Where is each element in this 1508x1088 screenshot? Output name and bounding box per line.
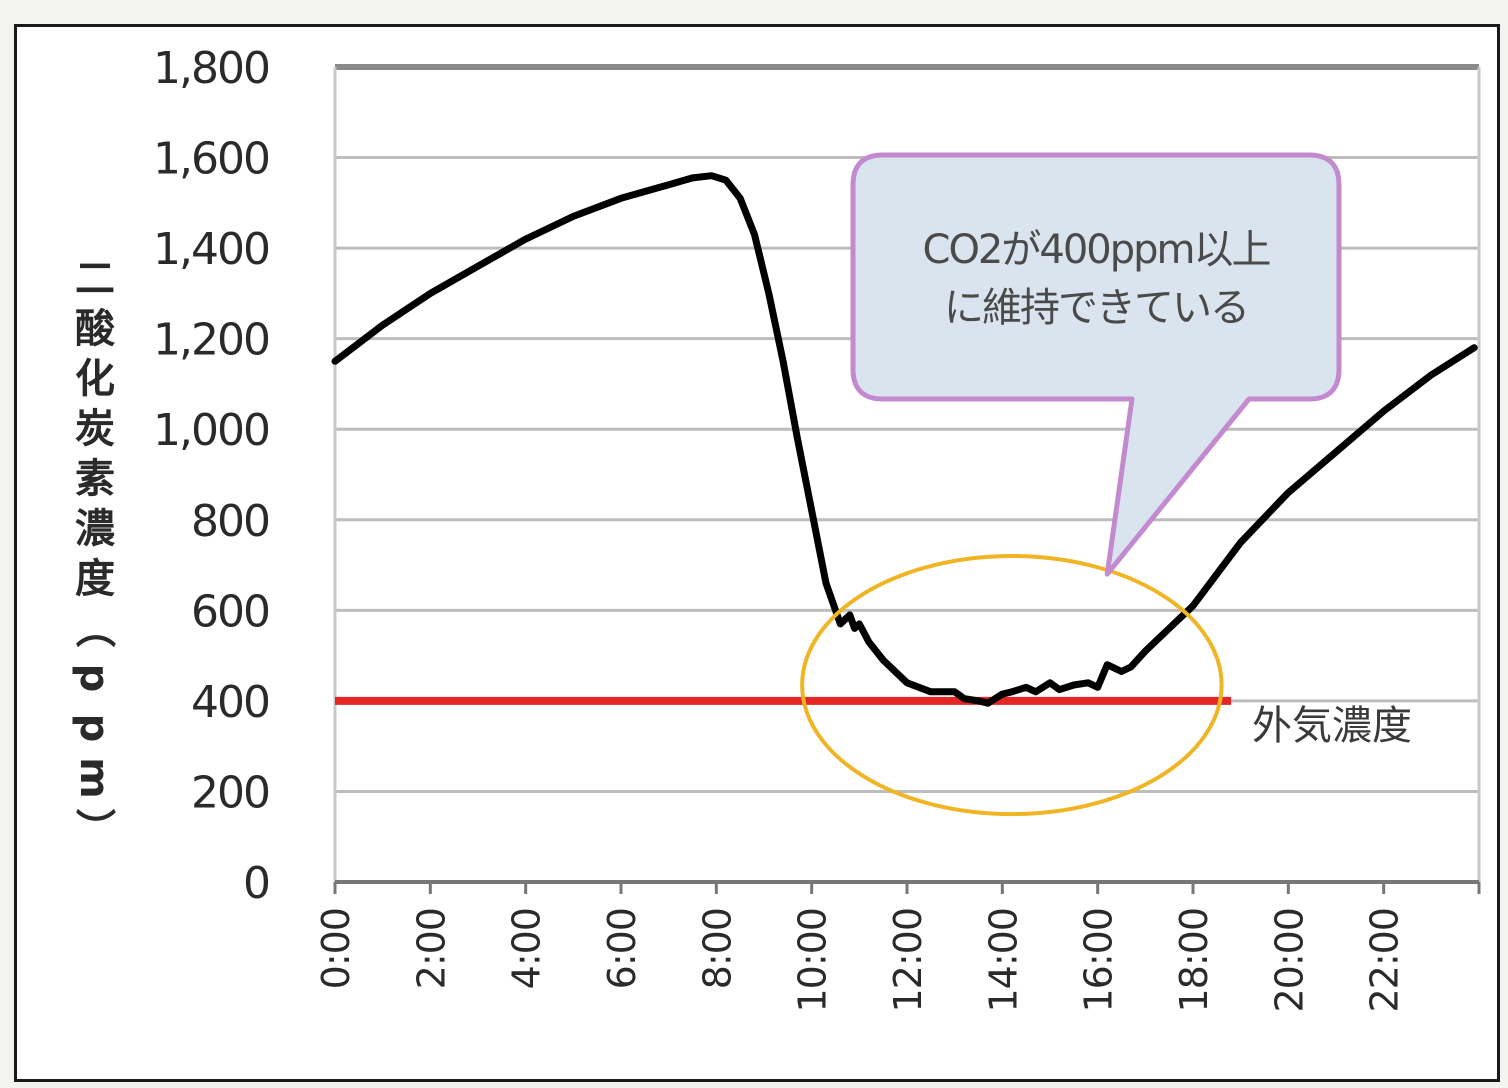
highlight-group xyxy=(800,554,1224,817)
y-label-char: 化 xyxy=(75,356,115,402)
x-tick-label: 16:00 xyxy=(1077,908,1121,1013)
y-tick-label: 1,400 xyxy=(153,224,269,275)
y-label-char: （ xyxy=(71,608,117,648)
y-tick-label: 1,200 xyxy=(153,315,269,366)
y-tick-label: 1,600 xyxy=(153,134,269,185)
y-tick-label: 1,800 xyxy=(153,43,269,94)
x-tick-label: 0:00 xyxy=(314,908,358,989)
series-group xyxy=(331,172,1478,707)
callout-text-line: CO2が400ppm以上 xyxy=(923,227,1270,273)
chart-frame: 0 200 400 600 800 1,000 1,200 1,400 1,600 1,800 0… xyxy=(14,24,1500,1082)
callout-bubble xyxy=(850,152,1342,577)
y-label-char: 素 xyxy=(75,456,115,502)
x-tick-label: 8:00 xyxy=(695,908,739,989)
reference-line-label: 外気濃度 xyxy=(1252,703,1412,749)
y-label-char: m xyxy=(71,757,117,799)
x-tick-label: 22:00 xyxy=(1363,908,1407,1013)
y-label-char: 濃 xyxy=(75,506,116,552)
y-axis-ticks: 0 200 400 600 800 1,000 1,200 1,400 1,600 1,800 xyxy=(153,43,271,909)
reference-line-group: 外気濃度 xyxy=(335,696,1412,749)
y-label-char: p xyxy=(71,664,117,693)
highlight-ellipse xyxy=(800,554,1224,817)
x-tick-label: 18:00 xyxy=(1172,908,1216,1013)
x-axis xyxy=(333,880,1481,894)
callout-text-line: に維持できている xyxy=(944,285,1248,331)
y-label-char: p xyxy=(71,714,117,743)
co2-line-chart: 0 200 400 600 800 1,000 1,200 1,400 1,600 1,800 0… xyxy=(71,43,1481,1013)
x-tick-label: 10:00 xyxy=(791,908,835,1013)
y-tick-label: 400 xyxy=(191,677,269,728)
x-tick-label: 14:00 xyxy=(981,908,1025,1013)
y-tick-label: 200 xyxy=(191,767,269,818)
y-label-char: 酸 xyxy=(75,306,116,352)
x-tick-label: 20:00 xyxy=(1267,908,1311,1013)
x-tick-label: 2:00 xyxy=(409,908,453,989)
y-tick-label: 800 xyxy=(191,496,269,547)
y-tick-label: 600 xyxy=(191,586,269,637)
x-tick-label: 12:00 xyxy=(886,908,930,1013)
y-tick-label: 0 xyxy=(243,858,269,909)
y-tick-label: 1,000 xyxy=(153,405,269,456)
y-label-char: 二 xyxy=(75,256,115,302)
y-label-char: ） xyxy=(71,808,117,848)
y-label-char: 炭 xyxy=(75,406,115,452)
x-tick-label: 6:00 xyxy=(600,908,644,989)
co2-series-line xyxy=(331,172,1478,707)
x-axis-ticks: 0:00 2:00 4:00 6:00 8:00 10:00 12:00 14:00 16:00… xyxy=(314,908,1407,1013)
y-label-char: 度 xyxy=(75,556,115,602)
x-tick-label: 4:00 xyxy=(505,908,549,989)
